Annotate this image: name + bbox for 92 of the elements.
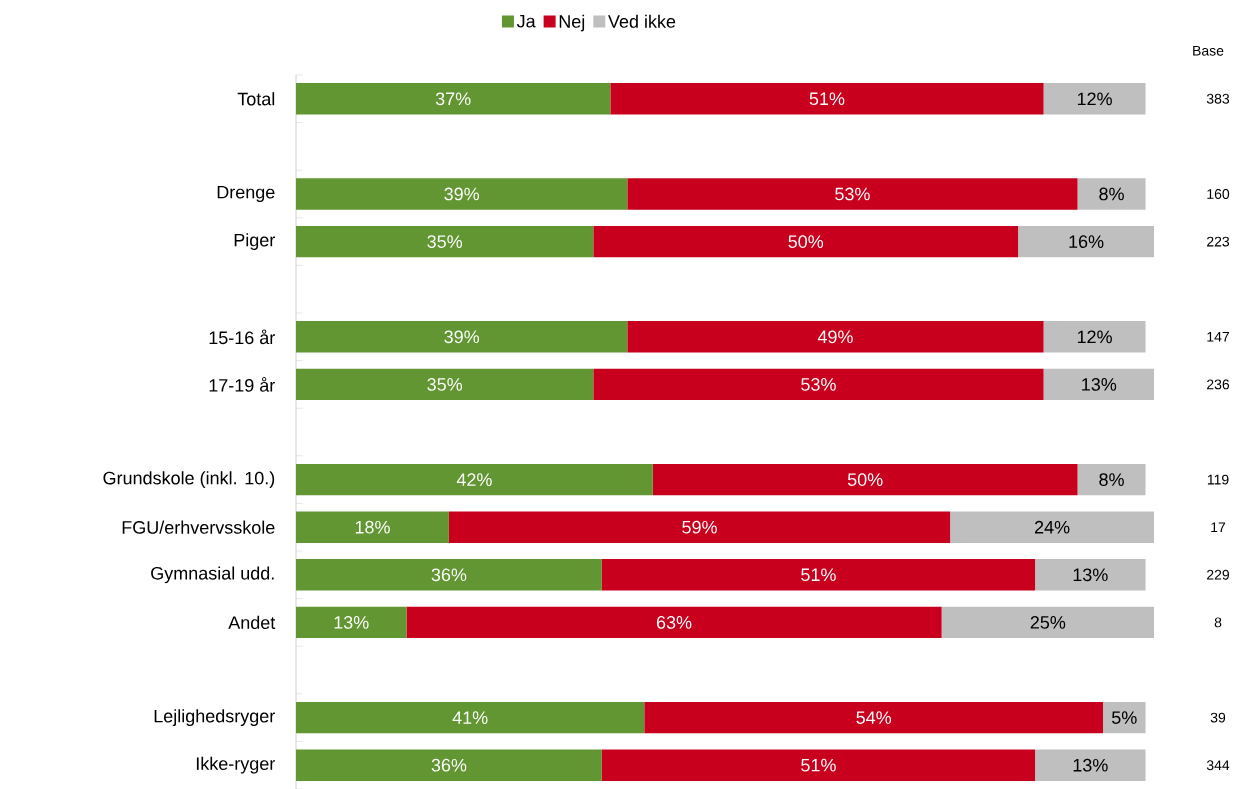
y-tick-label: Andet: [228, 615, 276, 629]
data-label: 13%: [1073, 568, 1108, 582]
data-label: 37%: [435, 92, 471, 106]
data-label: 50%: [788, 235, 824, 248]
bar: [296, 511, 449, 543]
data-label: 12%: [1077, 330, 1112, 344]
data-label: 36%: [431, 568, 467, 582]
y-tick-label: Gymnasial udd.: [151, 566, 274, 584]
data-label: 53%: [835, 187, 870, 201]
text: 229: [1207, 569, 1230, 580]
legend-label: Nej: [559, 14, 585, 32]
bar: [296, 82, 611, 115]
text: 119: [1207, 474, 1229, 485]
data-label: 35%: [427, 235, 463, 248]
bar: [296, 606, 407, 638]
data-label: 39%: [444, 330, 480, 344]
bar: [296, 178, 628, 210]
bar: [296, 368, 594, 400]
bar: [1077, 463, 1146, 496]
bar: [610, 82, 1044, 115]
text: 160: [1207, 188, 1230, 199]
data-label: 42%: [456, 473, 492, 486]
y-tick-label: 15-16 år: [209, 329, 275, 345]
legend-label: Ja: [516, 14, 536, 28]
bar: [296, 463, 653, 496]
bar: [941, 606, 1155, 638]
data-label: 35%: [427, 377, 463, 391]
data-label: 13%: [1073, 758, 1108, 772]
data-label: 39%: [444, 187, 480, 201]
bar: [1103, 701, 1146, 734]
text: 236: [1207, 379, 1230, 390]
bar: [296, 701, 645, 734]
text: 223: [1207, 236, 1230, 247]
bar: [644, 701, 1104, 734]
data-label: 8%: [1099, 473, 1124, 486]
y-tick-label: Ikke-ryger: [196, 756, 275, 774]
data-label: 59%: [682, 520, 717, 534]
data-label: 24%: [1034, 520, 1070, 534]
y-tick-label: Grundskole (inkl. 10.): [103, 471, 275, 488]
text: Base: [1193, 45, 1224, 56]
data-label: 51%: [801, 568, 836, 581]
bar: [652, 463, 1078, 496]
text: 39: [1210, 712, 1226, 723]
y-tick-label: Piger: [234, 233, 275, 250]
data-label: 18%: [355, 520, 390, 534]
data-label: 54%: [856, 711, 892, 724]
data-label: 36%: [431, 758, 467, 772]
bar: [1043, 320, 1146, 353]
bar: [593, 368, 1044, 400]
text: 147: [1207, 331, 1229, 342]
data-label: 12%: [1077, 92, 1112, 106]
bar: [1043, 82, 1146, 115]
text: 344: [1206, 760, 1230, 771]
text: 383: [1206, 93, 1230, 104]
bar: [448, 511, 951, 543]
data-label: 13%: [334, 615, 369, 629]
bar: [627, 178, 1078, 210]
data-label: 5%: [1111, 711, 1137, 724]
y-tick-label: Lejlighedsryger: [154, 709, 275, 726]
bar: [296, 558, 602, 591]
data-label: 50%: [847, 473, 883, 486]
text: 17: [1211, 522, 1226, 532]
data-label: 13%: [1082, 377, 1117, 391]
bar: [1077, 178, 1146, 210]
bar: [296, 749, 602, 781]
data-label: 49%: [817, 330, 853, 344]
y-tick-label: Total: [237, 92, 275, 106]
bar: [296, 320, 628, 353]
bar: [1043, 368, 1155, 400]
data-label: 41%: [452, 711, 488, 724]
y-tick-label: Drenge: [217, 185, 275, 202]
data-label: 51%: [801, 758, 836, 772]
data-label: 16%: [1069, 235, 1104, 248]
bar: [1018, 225, 1155, 258]
bar: [950, 511, 1155, 543]
data-label: 8%: [1099, 187, 1124, 201]
bar: [296, 225, 594, 258]
bar: [627, 320, 1044, 353]
bar: [406, 606, 942, 638]
legend-label: Ved ikke: [608, 14, 676, 28]
data-label: 63%: [656, 615, 692, 629]
bar: [593, 225, 1019, 258]
data-label: 51%: [809, 92, 845, 105]
bar: [601, 558, 1036, 591]
y-tick-label: 17-19 år: [209, 376, 275, 392]
bar: [1035, 749, 1146, 781]
data-label: 53%: [801, 377, 836, 391]
bar: [1035, 558, 1146, 591]
y-tick-label: FGU/erhvervsskole: [122, 520, 275, 534]
data-label: 25%: [1030, 615, 1066, 629]
text: 8: [1214, 617, 1222, 628]
bar: [601, 749, 1036, 781]
